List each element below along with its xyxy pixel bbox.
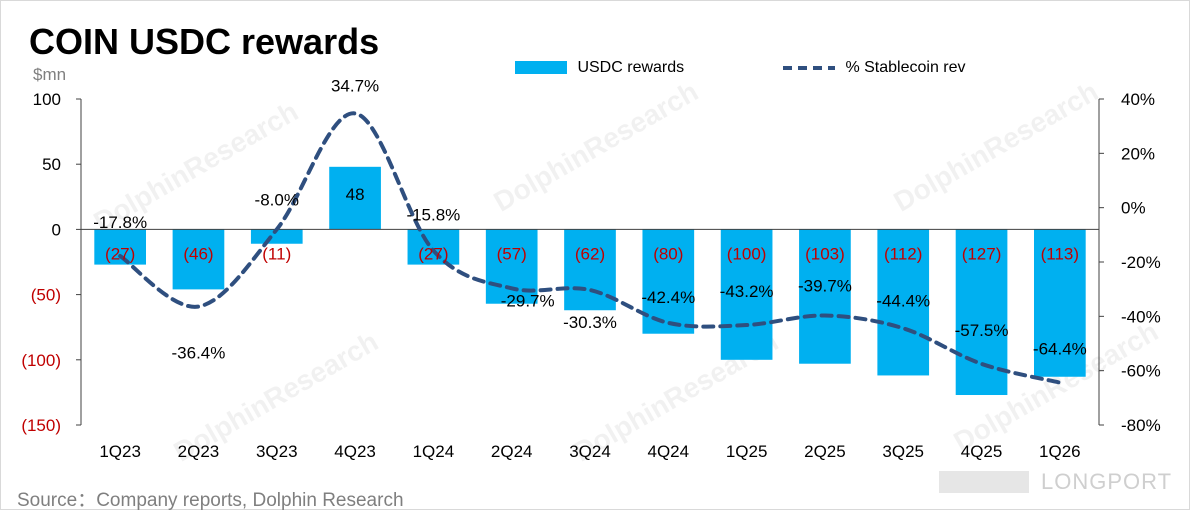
line-value-label: -29.7% — [501, 291, 555, 310]
bar-value-label: (27) — [418, 244, 448, 263]
bar-value-label: (112) — [884, 244, 922, 263]
x-tick-label: 3Q23 — [256, 442, 298, 461]
bar-value-label: (11) — [262, 244, 291, 263]
x-tick-label: 2Q24 — [491, 442, 533, 461]
line-value-label: -57.5% — [955, 321, 1009, 340]
line-value-label: -44.4% — [876, 291, 930, 310]
x-tick-label: 3Q24 — [569, 442, 611, 461]
x-tick-label: 4Q25 — [961, 442, 1003, 461]
line-value-label: -8.0% — [255, 190, 299, 209]
x-tick-label: 1Q23 — [99, 442, 141, 461]
line-value-label: -36.4% — [172, 344, 226, 363]
x-tick-label: 2Q25 — [804, 442, 846, 461]
line-value-label: -39.7% — [798, 277, 852, 296]
x-tick-label: 4Q23 — [334, 442, 376, 461]
bar-2Q25 — [799, 229, 851, 364]
legend-line-label: % Stablecoin rev — [845, 59, 966, 76]
line-value-label: -42.4% — [641, 288, 695, 307]
bar-value-label: (62) — [575, 244, 605, 263]
brand-logo-box — [939, 471, 1029, 493]
legend-bar-label: USDC rewards — [577, 59, 685, 76]
bar-value-label: (113) — [1041, 244, 1079, 263]
y2-tick-label: -60% — [1121, 362, 1161, 381]
x-tick-label: 2Q23 — [178, 442, 220, 461]
bar-value-label: (100) — [727, 244, 767, 263]
y2-tick-label: 40% — [1121, 90, 1155, 109]
x-tick-label: 1Q24 — [413, 442, 455, 461]
bar-value-label: (27) — [105, 244, 135, 263]
line-value-label: -17.8% — [93, 213, 147, 232]
y2-tick-label: -80% — [1121, 416, 1161, 435]
line-value-label: -30.3% — [563, 313, 617, 332]
y2-tick-label: -40% — [1121, 307, 1161, 326]
line-value-label: -15.8% — [406, 206, 460, 225]
bar-1Q24 — [407, 229, 460, 265]
legend-bar-swatch — [515, 61, 567, 75]
stablecoin-rev-line — [118, 111, 1062, 385]
y-tick-label: (150) — [21, 416, 61, 435]
bar-2Q23 — [172, 229, 225, 290]
y2-tick-label: -20% — [1121, 253, 1161, 272]
y-tick-label: (100) — [21, 351, 61, 370]
line-value-label: 34.7% — [331, 76, 379, 95]
bar-4Q24 — [642, 229, 695, 334]
y-axis-unit: $mn — [33, 65, 67, 84]
bar-3Q25 — [877, 229, 930, 376]
x-tick-label: 1Q26 — [1039, 442, 1081, 461]
x-tick-label: 1Q25 — [726, 442, 768, 461]
y2-tick-label: 0% — [1121, 199, 1146, 218]
bar-1Q23 — [94, 229, 146, 265]
bar-3Q23 — [250, 229, 303, 244]
x-tick-label: 3Q25 — [882, 442, 924, 461]
legend-line-item: % Stablecoin rev — [781, 59, 966, 77]
y-tick-label: 0 — [52, 220, 61, 239]
bar-1Q26 — [1034, 229, 1086, 377]
legend-line-swatch — [783, 65, 835, 70]
legend-bar-item: USDC rewards — [515, 59, 684, 77]
source-note: Source：Company reports, Dolphin Research — [17, 490, 404, 511]
bar-1Q25 — [720, 229, 773, 360]
bar-value-label: (103) — [805, 244, 845, 263]
brand-logo: LONGPORT — [1041, 469, 1173, 494]
bar-value-label: (127) — [962, 244, 1002, 263]
line-value-label: -64.4% — [1033, 340, 1087, 359]
bar-value-label: (80) — [653, 244, 683, 263]
y2-tick-label: 20% — [1121, 144, 1155, 163]
x-tick-label: 4Q24 — [648, 442, 690, 461]
y-tick-label: 50 — [42, 155, 61, 174]
chart-title: COIN USDC rewards — [29, 21, 380, 62]
bar-value-label: 48 — [346, 185, 365, 204]
y-tick-label: 100 — [33, 90, 61, 109]
y-tick-label: (50) — [31, 286, 61, 305]
bar-value-label: (57) — [497, 244, 527, 263]
bar-4Q23 — [329, 166, 381, 230]
line-value-label: -43.2% — [720, 282, 774, 301]
bar-value-label: (46) — [183, 244, 213, 263]
